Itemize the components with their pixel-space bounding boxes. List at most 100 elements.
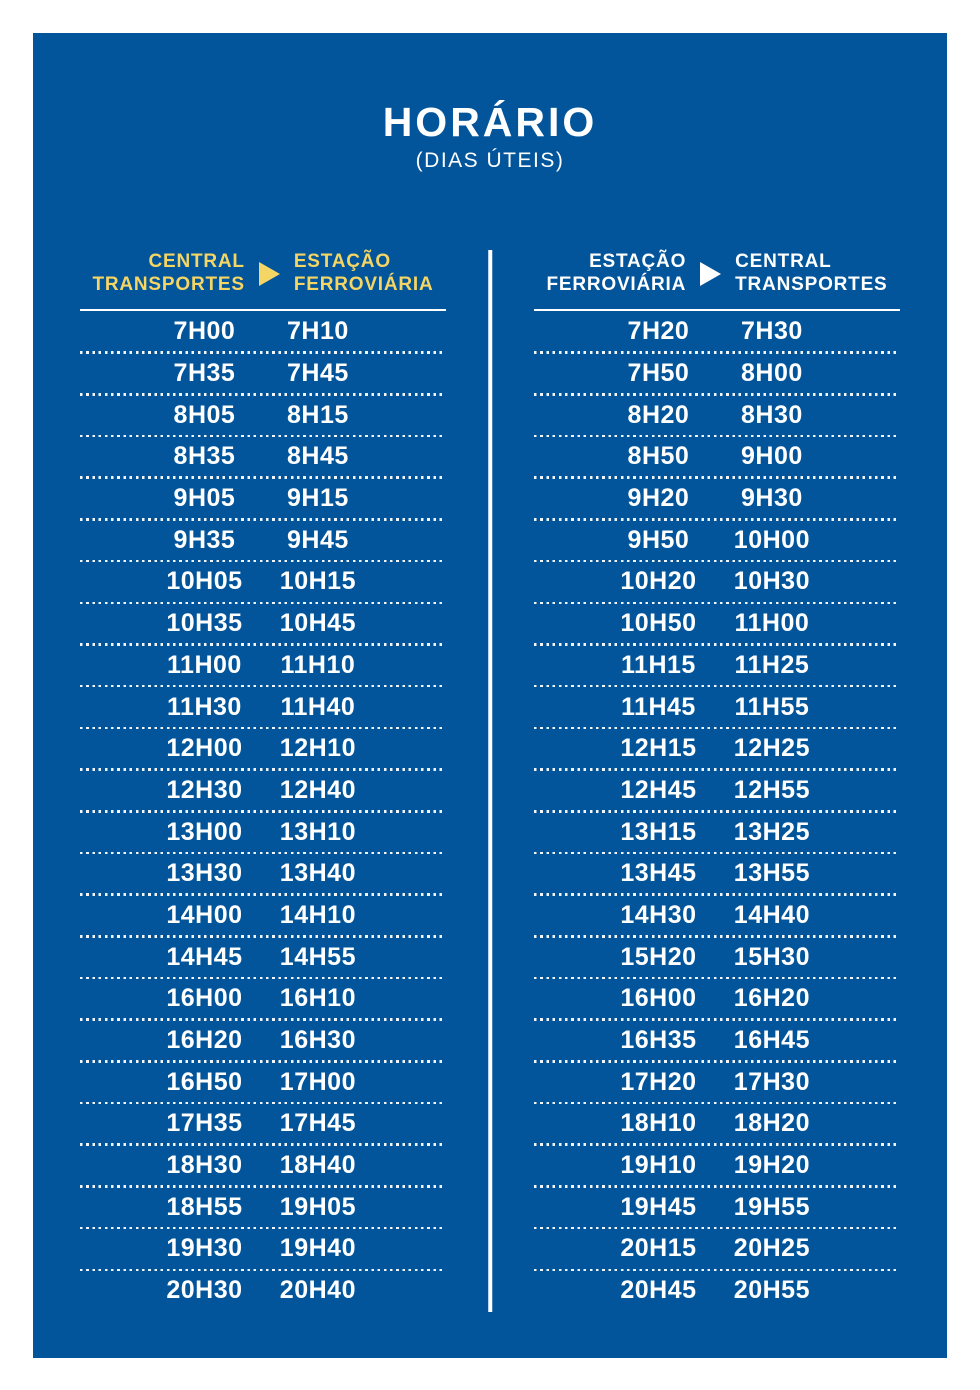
arrival-time: 20H40: [279, 1276, 356, 1305]
table-row: 10H50 11H00: [534, 603, 900, 646]
arrival-time: 16H10: [279, 984, 356, 1013]
timetable-estacao-to-central: ESTAÇÃO FERROVIÁRIA CENTRAL TRANSPORTES …: [534, 248, 900, 1312]
arrival-time: 9H45: [287, 525, 349, 554]
departure-time: 19H30: [166, 1234, 243, 1263]
table-row: 16H00 16H20: [534, 978, 900, 1021]
route-origin-line2: FERROVIÁRIA: [546, 274, 687, 295]
table-row: 13H45 13H55: [534, 853, 900, 896]
departure-time: 16H00: [620, 984, 697, 1013]
table-row: 19H30 19H40: [80, 1228, 446, 1271]
route-destination-line1: CENTRAL: [735, 251, 832, 272]
arrival-time: 8H45: [287, 442, 349, 471]
route-destination-label: ESTAÇÃO FERROVIÁRIA: [294, 250, 434, 296]
arrival-time: 11H10: [280, 650, 356, 679]
arrival-time: 17H00: [279, 1067, 356, 1096]
arrival-time: 13H40: [279, 859, 356, 888]
departure-time: 19H10: [620, 1151, 697, 1180]
arrival-time: 9H15: [287, 484, 349, 513]
departure-time: 7H20: [627, 317, 690, 346]
departure-time: 16H35: [620, 1026, 697, 1055]
table-row: 14H45 14H55: [80, 936, 446, 979]
departure-time: 11H00: [167, 650, 242, 679]
departure-time: 13H45: [620, 859, 697, 888]
departure-time: 9H50: [627, 525, 690, 554]
arrival-time: 8H15: [287, 400, 349, 429]
departure-time: 10H35: [166, 609, 243, 638]
departure-time: 9H35: [173, 525, 236, 554]
table-row: 18H30 18H40: [80, 1145, 446, 1188]
arrival-time: 19H55: [733, 1192, 810, 1221]
arrival-time: 10H30: [733, 567, 810, 596]
departure-time: 12H00: [166, 734, 243, 763]
table-row: 16H00 16H10: [80, 978, 446, 1021]
arrival-time: 14H10: [279, 900, 356, 929]
arrow-right-icon: [258, 262, 280, 286]
table-row: 18H10 18H20: [534, 1103, 900, 1146]
departure-time: 12H30: [166, 775, 243, 804]
table-row: 12H45 12H55: [534, 770, 900, 813]
table-row: 9H50 10H00: [534, 519, 900, 563]
table-row: 8H20 8H30: [534, 394, 900, 438]
table-row: 7H50 8H00: [534, 353, 900, 396]
arrival-time: 19H20: [733, 1151, 810, 1180]
table-row: 9H35 9H45: [80, 519, 446, 563]
departure-time: 11H30: [167, 692, 242, 721]
arrival-time: 10H15: [279, 567, 356, 596]
departure-time: 14H30: [620, 900, 697, 929]
schedule-panel: HORÁRIO (DIAS ÚTEIS) CENTRAL TRANSPORTES…: [33, 33, 947, 1358]
arrival-time: 10H45: [279, 609, 356, 638]
arrival-time: 11H55: [734, 692, 810, 721]
table-row: 15H20 15H30: [534, 936, 900, 979]
arrival-time: 7H10: [287, 317, 349, 346]
table-row: 10H20 10H30: [534, 561, 900, 604]
title-block: HORÁRIO (DIAS ÚTEIS): [33, 99, 947, 173]
table-row: 16H50 17H00: [80, 1061, 446, 1105]
timetable-central-to-estacao: CENTRAL TRANSPORTES ESTAÇÃO FERROVIÁRIA …: [80, 248, 446, 1312]
arrival-time: 7H45: [287, 359, 349, 388]
table-row: 16H35 16H45: [534, 1020, 900, 1063]
departure-time: 20H45: [620, 1276, 697, 1305]
arrival-time: 8H30: [741, 400, 803, 429]
departure-time: 10H05: [166, 567, 243, 596]
departure-time: 9H20: [627, 484, 690, 513]
table-row: 11H15 11H25: [534, 645, 900, 688]
table-row: 11H45 11H55: [534, 686, 900, 729]
table-row: 14H30 14H40: [534, 895, 900, 938]
arrival-time: 12H10: [279, 734, 356, 763]
table-row: 17H35 17H45: [80, 1103, 446, 1146]
departure-time: 18H30: [166, 1151, 243, 1180]
table-row: 9H05 9H15: [80, 478, 446, 521]
route-origin-label: ESTAÇÃO FERROVIÁRIA: [546, 250, 686, 296]
arrival-time: 20H25: [733, 1234, 810, 1263]
table-row: 9H20 9H30: [534, 478, 900, 521]
arrival-time: 9H00: [741, 442, 803, 471]
departure-time: 19H45: [620, 1192, 697, 1221]
departure-time: 14H45: [166, 942, 243, 971]
route-destination-line2: FERROVIÁRIA: [293, 274, 434, 295]
departure-time: 17H20: [620, 1067, 697, 1096]
table-row: 20H15 20H25: [534, 1228, 900, 1271]
arrival-time: 13H55: [733, 859, 810, 888]
table-row: 10H05 10H15: [80, 561, 446, 604]
arrival-time: 11H00: [734, 609, 810, 638]
page-title: HORÁRIO: [382, 99, 598, 145]
table-row: 12H30 12H40: [80, 770, 446, 813]
departure-time: 8H20: [627, 400, 690, 429]
arrival-time: 17H45: [279, 1109, 356, 1138]
route-origin-line1: CENTRAL: [148, 251, 245, 272]
table-row: 12H00 12H10: [80, 728, 446, 771]
table-row: 13H15 13H25: [534, 811, 900, 854]
departure-time: 13H00: [166, 817, 243, 846]
arrival-time: 8H00: [741, 359, 803, 388]
table-row: 8H50 9H00: [534, 436, 900, 479]
route-origin-line1: ESTAÇÃO: [589, 251, 687, 272]
route-origin-line2: TRANSPORTES: [92, 274, 245, 295]
table-row: 11H00 11H10: [80, 645, 446, 688]
arrival-time: 10H00: [733, 525, 810, 554]
departure-time: 18H55: [166, 1192, 243, 1221]
departure-time: 7H50: [627, 359, 690, 388]
arrival-time: 12H25: [733, 734, 810, 763]
departure-time: 10H20: [620, 567, 697, 596]
timetables-region: CENTRAL TRANSPORTES ESTAÇÃO FERROVIÁRIA …: [80, 248, 900, 1312]
